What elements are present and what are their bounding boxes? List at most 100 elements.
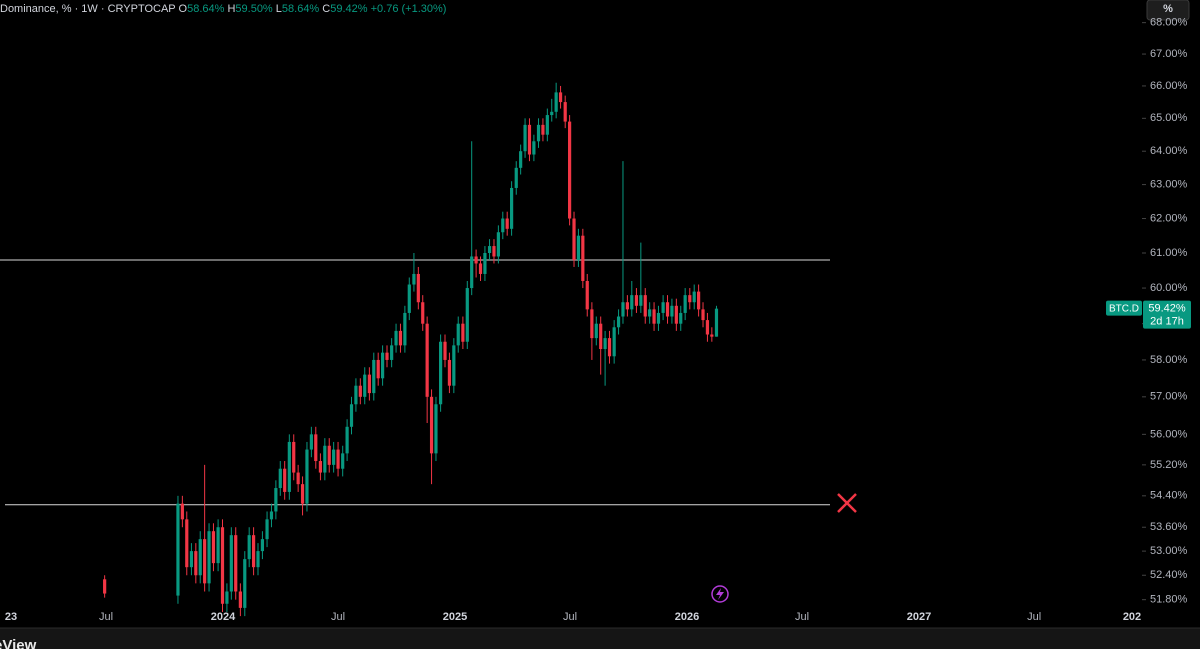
x-tick-label: 2024	[211, 611, 236, 623]
candle-body	[665, 302, 670, 317]
candle	[603, 330, 607, 386]
candle-body	[398, 330, 403, 346]
candle	[358, 378, 362, 405]
candle	[710, 327, 714, 342]
y-tick-label: 53.60%	[1150, 521, 1188, 533]
candle	[296, 464, 300, 492]
watermark: eView	[0, 637, 37, 649]
candle-body	[367, 374, 371, 394]
ohlc-value: 59.50%	[235, 3, 273, 15]
candle-body	[447, 359, 452, 386]
candle-body	[679, 312, 683, 324]
candle	[345, 419, 349, 462]
candle	[354, 378, 358, 412]
ohlc-value: 58.64%	[282, 3, 320, 15]
y-tick-label: 67.00%	[1150, 48, 1188, 60]
y-tick-label: 60.00%	[1150, 282, 1188, 294]
x-tick-label: Jul	[563, 611, 577, 623]
candle	[287, 434, 291, 500]
candle	[621, 161, 625, 324]
candle	[714, 305, 719, 337]
candle-body	[710, 334, 714, 337]
candle	[180, 495, 184, 528]
candle	[701, 302, 705, 328]
candle-body	[283, 468, 287, 492]
candle-body	[701, 309, 705, 321]
scale-button-label[interactable]: %	[1163, 3, 1173, 15]
candle	[643, 288, 647, 324]
candle-body	[198, 539, 202, 576]
x-tick-label: Jul	[99, 611, 113, 623]
candle-body	[394, 330, 398, 346]
candle-body	[216, 527, 220, 564]
candle	[207, 523, 211, 592]
price-tag-symbol-box	[1106, 300, 1142, 316]
candle-body	[545, 115, 549, 135]
candle-body	[616, 316, 621, 328]
y-tick-label: 68.00%	[1150, 17, 1188, 29]
candle	[421, 295, 425, 331]
candle-body	[532, 141, 536, 155]
candle-body	[674, 305, 678, 324]
candle-body	[483, 253, 487, 274]
candle	[652, 302, 656, 331]
candle	[625, 295, 629, 317]
y-tick-label: 53.00%	[1150, 545, 1188, 557]
ohlc-label: O	[179, 3, 188, 15]
candle	[705, 312, 710, 342]
candle-body	[314, 434, 318, 462]
candle	[176, 495, 180, 604]
x-tick-label: 2025	[443, 611, 467, 623]
candle-body	[429, 396, 434, 454]
candle	[341, 445, 345, 477]
candle-body	[607, 338, 612, 357]
candle-body	[385, 352, 389, 360]
candle-body	[461, 323, 465, 342]
y-tick-label: 58.00%	[1150, 354, 1188, 366]
candle-body	[390, 345, 394, 360]
candle-body	[625, 302, 629, 310]
candle-body	[621, 302, 625, 317]
candle-body	[274, 488, 278, 512]
candle	[234, 527, 238, 600]
candle	[568, 115, 572, 226]
candle	[412, 253, 416, 292]
x-tick-label: 202	[1123, 611, 1141, 623]
candle-body	[296, 472, 300, 485]
candle-body	[336, 449, 340, 469]
candle	[456, 316, 460, 353]
candle	[656, 305, 661, 331]
candle-body	[541, 124, 545, 135]
candle	[332, 441, 336, 473]
candle	[216, 519, 220, 572]
candle	[634, 288, 639, 313]
candle	[665, 295, 670, 324]
candle-body	[229, 535, 233, 592]
candle	[305, 441, 309, 512]
event-bolt[interactable]	[716, 588, 724, 600]
candle-body	[220, 527, 225, 604]
header-title: Dominance, % · 1W · CRYPTOCAP	[0, 3, 175, 15]
candle	[679, 305, 683, 331]
candle-body	[434, 404, 438, 454]
candle-body	[594, 323, 598, 339]
candle	[189, 543, 194, 576]
candle-body	[465, 288, 469, 342]
candle-body	[180, 503, 184, 520]
candle-body	[688, 295, 692, 303]
candle	[439, 334, 443, 412]
candle	[394, 323, 398, 353]
candle	[251, 527, 256, 576]
scale-button[interactable]	[1146, 0, 1190, 21]
candle	[300, 476, 305, 516]
price-tag-box	[1143, 300, 1191, 329]
candle	[385, 345, 389, 368]
candle-body	[309, 434, 313, 450]
candle-body	[403, 312, 407, 346]
event-icon[interactable]	[711, 585, 729, 603]
event-circle[interactable]	[711, 585, 729, 603]
candle-body	[225, 591, 229, 604]
candle	[505, 211, 509, 236]
candle-body	[670, 305, 674, 317]
